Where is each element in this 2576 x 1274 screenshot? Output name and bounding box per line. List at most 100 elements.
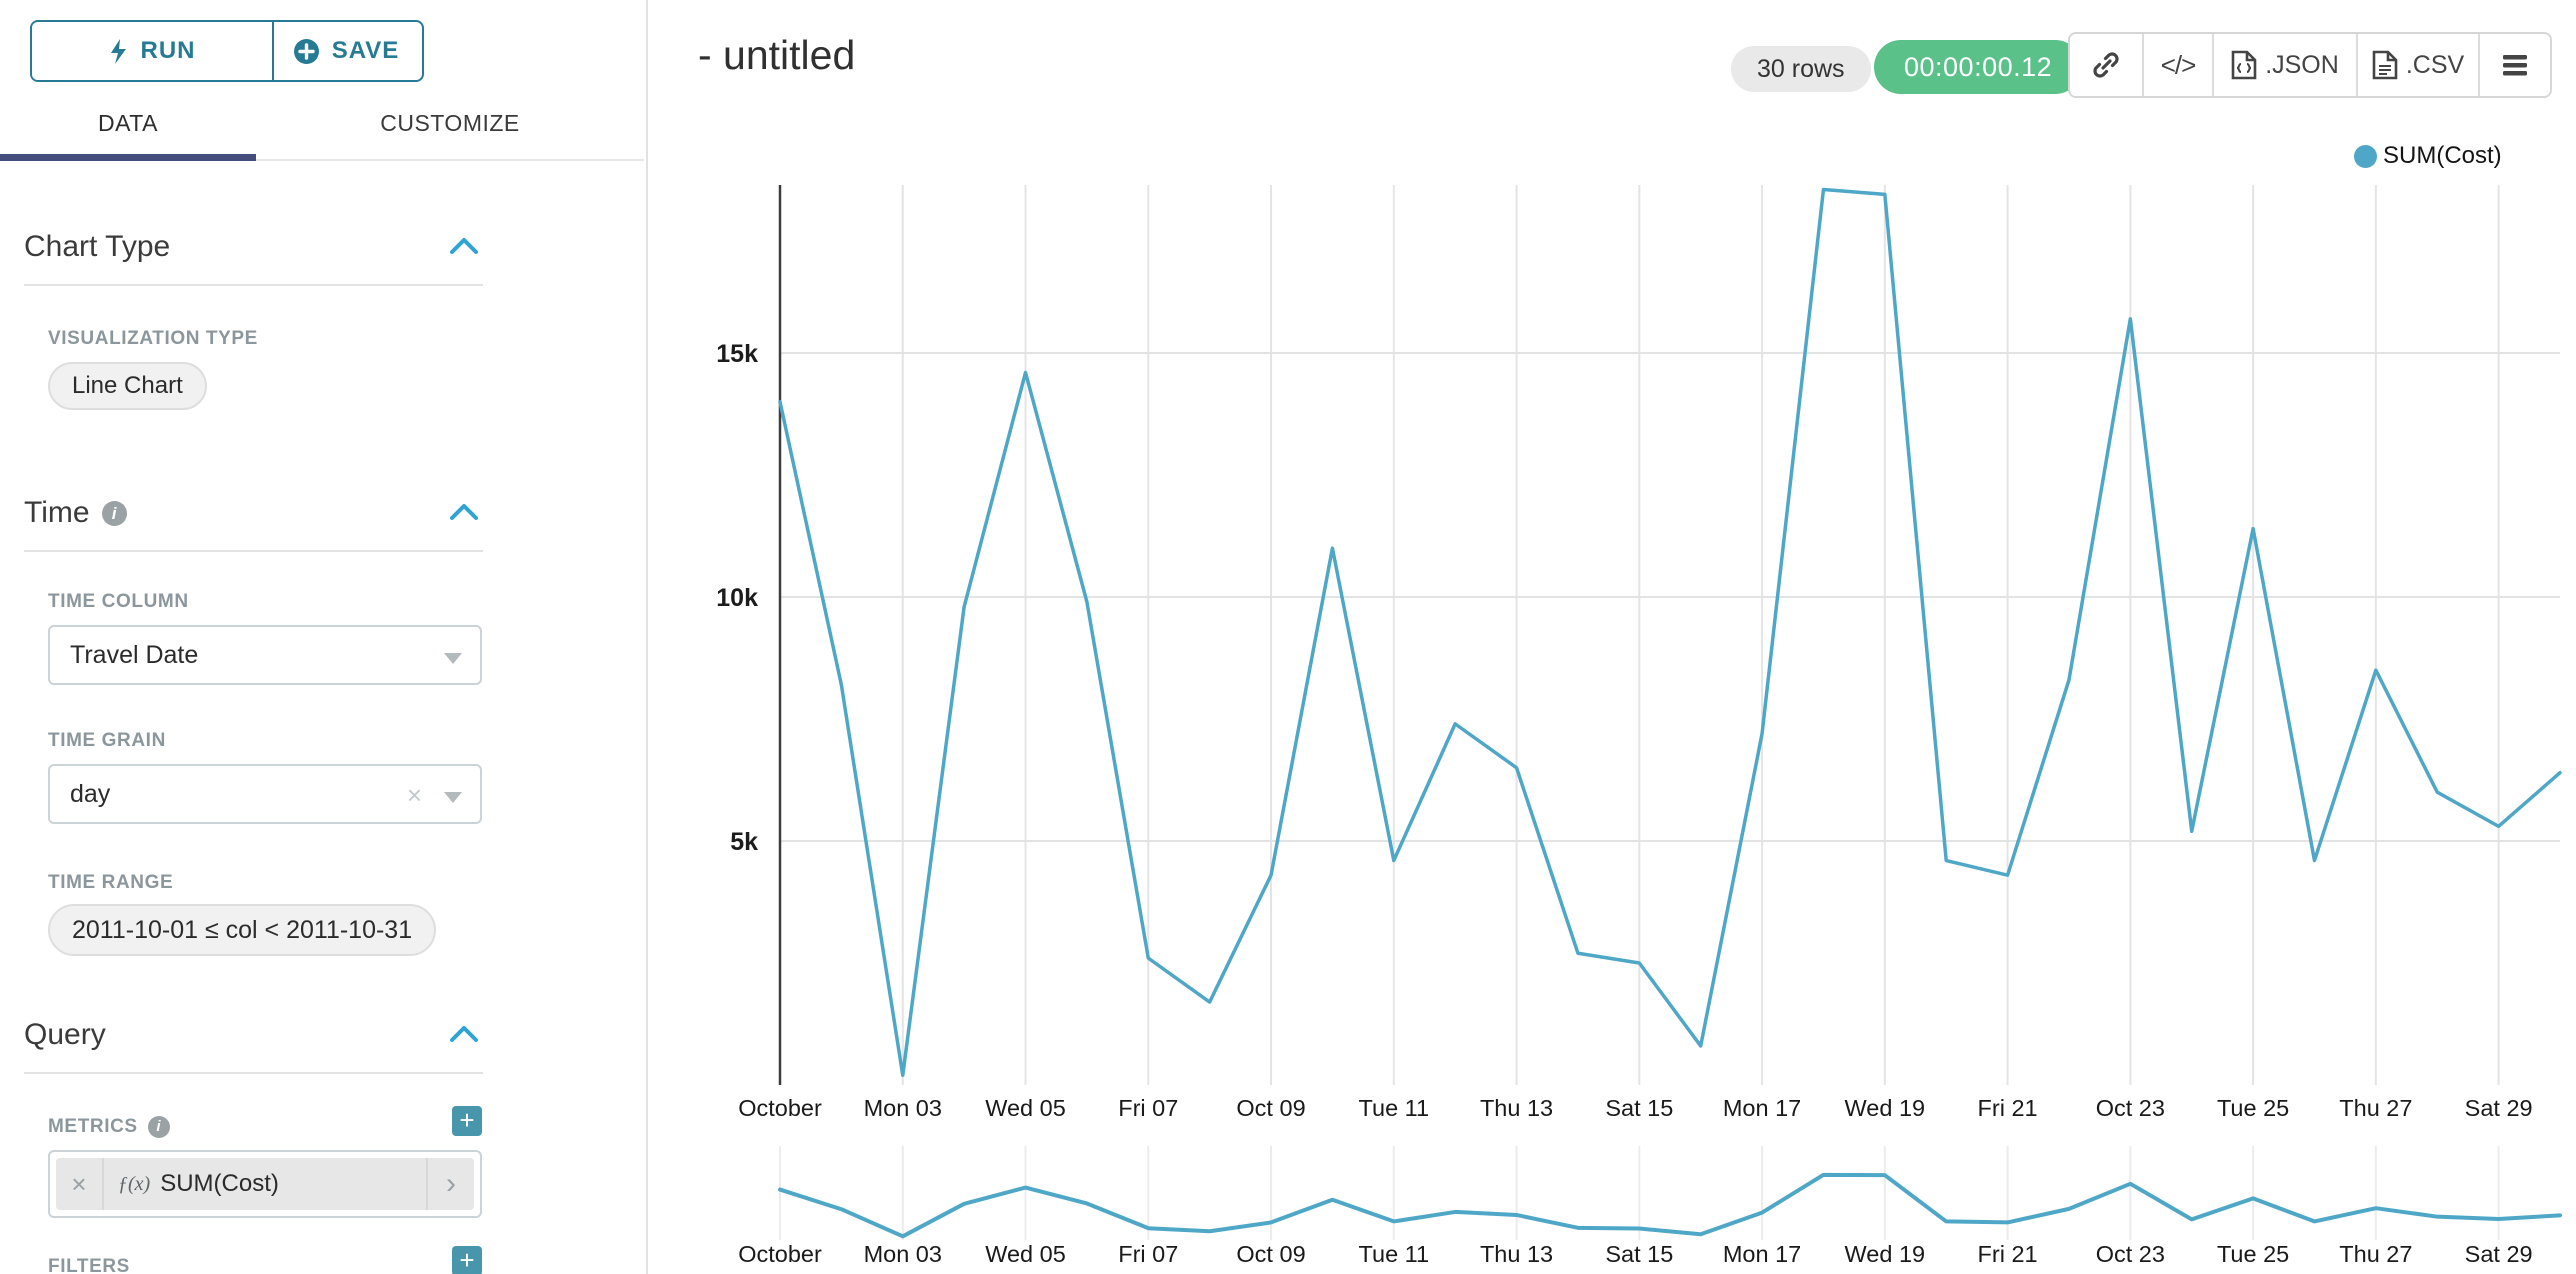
collapse-chevron-up-icon[interactable] [449,502,479,527]
lightning-bolt-icon [110,38,126,64]
time-grain-label: TIME GRAIN [48,730,166,751]
brush-x-tick-label: Sat 29 [2465,1241,2533,1267]
collapse-chevron-up-icon[interactable] [449,236,479,261]
metrics-label-row: METRICS i [48,1116,170,1138]
section-divider [24,550,483,552]
panel-tabs: DATA CUSTOMIZE [0,88,644,166]
chart-type-section-title: Chart Type [24,230,171,263]
time-range-label: TIME RANGE [48,872,174,893]
brush-x-tick-label: Wed 19 [1845,1241,1926,1267]
x-axis-tick-label: Oct 23 [2096,1095,2165,1121]
active-tab-underline [0,154,256,161]
save-button[interactable]: SAVE [274,22,418,80]
remove-metric-x-icon[interactable]: × [56,1158,104,1210]
tab-data[interactable]: DATA [98,110,158,136]
brush-x-tick-label: Mon 03 [864,1241,942,1267]
time-section-header: Time i [24,496,483,552]
chart-menu-button[interactable] [2480,34,2550,96]
json-export-label: .JSON [2265,50,2339,79]
brush-x-tick-label: Oct 23 [2096,1241,2165,1267]
time-grain-select[interactable]: day × [48,764,482,824]
page-title[interactable]: - untitled [698,32,856,78]
caret-down-icon [444,653,462,664]
x-axis-tick-label: Mon 03 [864,1095,942,1121]
json-file-icon [2231,50,2257,80]
legend-series-label: SUM(Cost) [2383,142,2502,169]
brush-x-tick-label: Mon 17 [1723,1241,1801,1267]
metric-name: SUM(Cost) [160,1170,279,1197]
x-axis-tick-label: Tue 25 [2217,1095,2289,1121]
brush-x-tick-label: Tue 25 [2217,1241,2289,1267]
chart-legend[interactable]: SUM(Cost) [2354,142,2502,170]
brush-x-tick-label: Sat 15 [1605,1241,1673,1267]
x-axis-tick-label: Oct 09 [1236,1095,1305,1121]
x-axis-tick-label: Wed 19 [1845,1095,1926,1121]
info-icon[interactable]: i [147,1116,170,1138]
run-save-button-group: RUN SAVE [30,20,424,82]
clear-x-icon[interactable]: × [406,780,422,810]
control-panel: RUN SAVE DATA CUSTOMIZE Chart Type [0,0,648,1274]
x-axis-tick-label: Wed 05 [985,1095,1066,1121]
run-button-label: RUN [140,37,196,64]
chart-actions-toolbar: </> .JSON .CSV [2068,32,2552,98]
x-axis-tick-label: Tue 11 [1359,1095,1430,1121]
brush-x-tick-label: October [738,1241,822,1267]
query-section-title: Query [24,1018,106,1051]
csv-file-icon [2372,50,2398,80]
x-axis-tick-label: October [738,1095,822,1121]
brush-x-tick-label: Fri 21 [1978,1241,2038,1267]
time-section-title: Time [24,496,90,529]
time-column-value: Travel Date [70,640,199,669]
brush-x-tick-label: Thu 27 [2339,1241,2412,1267]
brush-minichart-line[interactable] [778,1172,2562,1239]
brush-x-tick-label: Oct 09 [1236,1241,1305,1267]
chevron-right-icon[interactable]: › [426,1158,474,1210]
metrics-container: × ƒ(x) SUM(Cost) › [48,1150,482,1218]
visualization-type-label: VISUALIZATION TYPE [48,328,258,349]
x-axis-tick-label: Fri 21 [1978,1095,2038,1121]
collapse-chevron-up-icon[interactable] [449,1024,479,1049]
add-filter-button[interactable]: + [452,1246,482,1274]
section-divider [24,1072,483,1074]
visualization-type-pill[interactable]: Line Chart [48,362,207,410]
metrics-label: METRICS [48,1116,138,1137]
run-button[interactable]: RUN [32,22,274,80]
hamburger-menu-icon [2503,55,2527,76]
share-link-button[interactable] [2070,34,2144,96]
add-metric-button[interactable]: + [452,1106,482,1136]
y-axis-tick-label: 5k [730,828,758,856]
brush-x-tick-label: Thu 13 [1480,1241,1553,1267]
export-csv-button[interactable]: .CSV [2358,34,2480,96]
brush-x-tick-label: Tue 11 [1359,1241,1430,1267]
metric-pill[interactable]: × ƒ(x) SUM(Cost) › [56,1158,474,1210]
query-section-header: Query [24,1018,483,1074]
time-column-label: TIME COLUMN [48,591,189,612]
view-query-button[interactable]: </> [2144,34,2214,96]
code-icon: </> [2160,49,2197,80]
time-range-pill[interactable]: 2011-10-01 ≤ col < 2011-10-31 [48,904,437,956]
x-axis-tick-label: Thu 27 [2339,1095,2412,1121]
metric-body[interactable]: ƒ(x) SUM(Cost) [104,1158,426,1210]
export-json-button[interactable]: .JSON [2214,34,2358,96]
query-timer-badge: 00:00:00.12 [1874,40,2083,94]
csv-export-label: .CSV [2405,50,2465,79]
filters-label: FILTERS [48,1256,130,1274]
time-grain-value: day [70,779,111,808]
tabs-divider [0,159,644,161]
series-line-sum-cost[interactable] [778,187,2562,1077]
link-icon [2093,52,2119,78]
chart-type-section-header: Chart Type [24,230,483,286]
y-axis-tick-label: 10k [716,584,758,612]
x-axis-tick-label: Sat 29 [2465,1095,2533,1121]
plus-circle-icon [293,38,319,64]
tab-customize[interactable]: CUSTOMIZE [380,110,520,136]
x-axis-tick-label: Sat 15 [1605,1095,1673,1121]
legend-series-dot [2354,144,2377,168]
time-column-select[interactable]: Travel Date [48,625,482,685]
brush-x-tick-label: Wed 05 [985,1241,1066,1267]
x-axis-tick-label: Thu 13 [1480,1095,1553,1121]
info-icon[interactable]: i [101,500,127,526]
brush-x-tick-label: Fri 07 [1118,1241,1178,1267]
row-count-badge: 30 rows [1731,46,1871,92]
